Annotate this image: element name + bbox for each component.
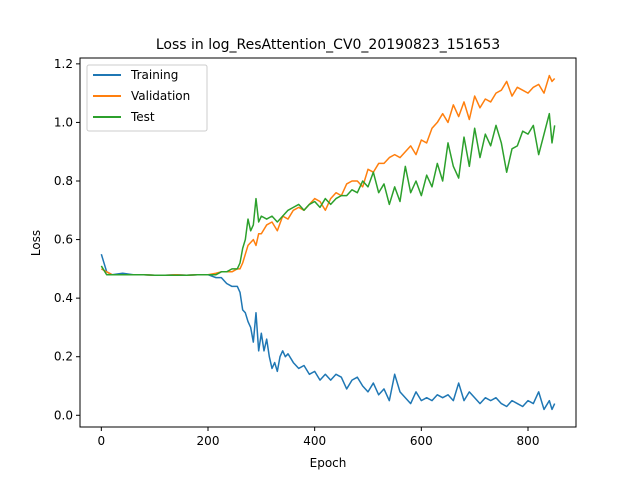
legend-label-validation: Validation [131, 89, 190, 103]
x-tick-label: 0 [98, 434, 106, 448]
legend-box [86, 64, 208, 132]
legend-label-test: Test [130, 110, 155, 124]
series-layer [100, 74, 556, 411]
series-line-test [100, 112, 556, 277]
x-tick-label: 200 [197, 434, 220, 448]
x-tick-label: 400 [303, 434, 326, 448]
plot-frame [79, 57, 577, 428]
x-tick-label: 600 [410, 434, 433, 448]
legend: Training Validation Test [86, 64, 208, 132]
y-tick-label: 0.6 [54, 233, 73, 247]
y-tick-label: 1.2 [54, 57, 73, 71]
x-axis: 0 200 400 600 800 [98, 427, 540, 448]
y-tick-label: 1.0 [54, 115, 73, 129]
y-tick-label: 0.4 [54, 291, 73, 305]
legend-label-training: Training [130, 68, 178, 82]
chart-title: Loss in log_ResAttention_CV0_20190823_15… [156, 37, 500, 53]
x-axis-label: Epoch [310, 456, 347, 470]
x-tick-label: 800 [517, 434, 540, 448]
y-tick-label: 0.0 [54, 408, 73, 422]
series-line-training [100, 253, 556, 411]
y-tick-label: 0.2 [54, 350, 73, 364]
y-axis-label: Loss [29, 230, 43, 256]
y-axis: 0.0 0.2 0.4 0.6 0.8 1.0 1.2 [54, 57, 80, 422]
y-tick-label: 0.8 [54, 174, 73, 188]
